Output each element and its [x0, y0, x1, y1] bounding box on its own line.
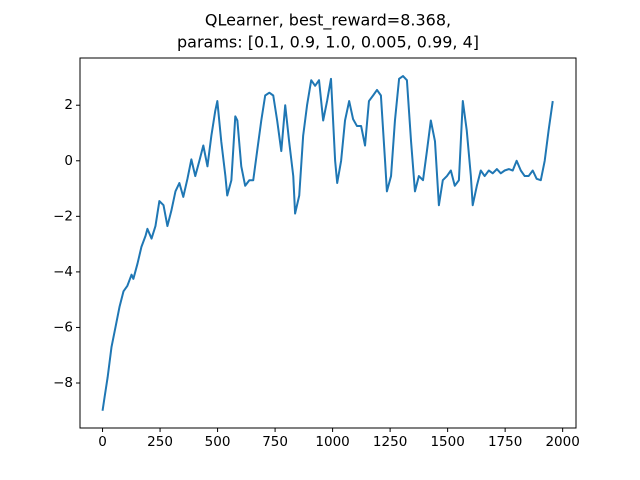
- y-tick-label: 2: [64, 97, 73, 113]
- x-tick-label: 250: [147, 434, 173, 450]
- x-tick-label: 1750: [488, 434, 522, 450]
- x-tick-label: 500: [205, 434, 231, 450]
- y-tick-label: 0: [64, 153, 73, 169]
- data-line: [101, 75, 554, 411]
- chart-subtitle: params: [0.1, 0.9, 1.0, 0.005, 0.99, 4]: [177, 33, 479, 52]
- y-tick-label: −8: [53, 375, 73, 391]
- x-tick-label: 1000: [315, 434, 349, 450]
- chart-title: QLearner, best_reward=8.368,: [205, 11, 451, 31]
- x-tick-label: 750: [262, 434, 288, 450]
- x-tick-label: 1500: [430, 434, 464, 450]
- x-tick-label: 0: [98, 434, 107, 450]
- plot-frame: [79, 57, 577, 429]
- y-tick-label: −4: [53, 264, 73, 280]
- x-tick-label: 2000: [545, 434, 579, 450]
- x-tick-label: 1250: [373, 434, 407, 450]
- y-tick-label: −2: [53, 208, 73, 224]
- y-tick-label: −6: [53, 319, 73, 335]
